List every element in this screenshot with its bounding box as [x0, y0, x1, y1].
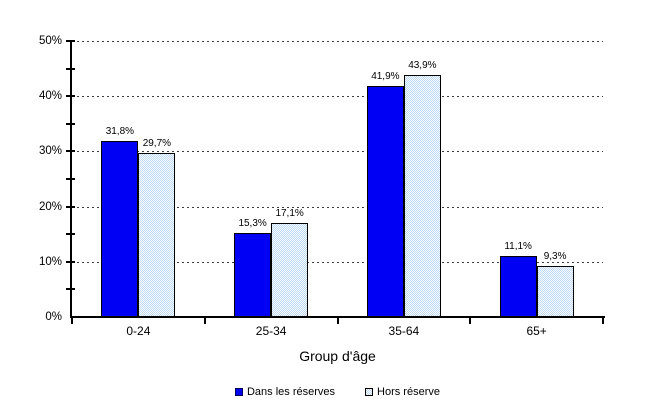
bar-dans-les-reserves [499, 255, 537, 317]
x-axis-tick-3 [469, 318, 472, 324]
y-axis-tick-45 [66, 67, 75, 70]
y-axis-tick-10 [66, 260, 75, 263]
y-axis-tick-label: 30% [38, 145, 62, 158]
bar-hors-reserve [138, 153, 176, 317]
y-axis-tick-15 [66, 233, 75, 236]
x-axis-labels: 0-24 25-34 35-64 65+ [72, 324, 603, 340]
bar-value-label: 43,9% [408, 59, 437, 71]
legend-label: Hors réserve [377, 386, 440, 398]
y-axis-tick-35 [66, 122, 75, 125]
bar-hors-reserve [271, 222, 309, 317]
y-axis-tick-label: 20% [38, 200, 62, 213]
y-axis-tick-label: 50% [38, 35, 62, 47]
x-axis-category-label: 65+ [526, 324, 547, 338]
x-axis-tick-2 [336, 318, 339, 324]
gridline-40 [72, 96, 603, 98]
y-axis-tick-label: 0% [45, 311, 62, 323]
x-axis-tick-1 [203, 318, 206, 324]
bar-value-label: 29,7% [142, 138, 172, 150]
legend-swatch-hors-reserve [365, 388, 374, 396]
gridline-10 [72, 261, 603, 263]
x-axis-line [70, 316, 605, 318]
legend-item: Hors réserve [365, 386, 440, 398]
bar-hors-reserve [403, 74, 441, 317]
bar-value-label: 9,3% [543, 250, 567, 262]
gridline-50 [72, 41, 603, 42]
y-axis-tick-5 [66, 288, 75, 291]
y-axis-labels: 0% 10% 20% 30% 40% 50% [0, 35, 62, 323]
bar-hors-reserve [536, 265, 574, 317]
bar-value-label: 15,3% [238, 217, 267, 229]
y-axis-tick-20 [66, 205, 75, 208]
legend: Dans les réserves Hors réserve [72, 384, 603, 400]
legend-item: Dans les réserves [234, 386, 336, 398]
plot-area: 31,8% 29,7% 15,3% 17,1% 41,9% 43,9% 11,1% 9,3% [66, 40, 604, 324]
legend-swatch-dans-les-reserves [234, 388, 243, 396]
y-axis-tick-label: 10% [38, 255, 62, 268]
y-axis-tick-30 [66, 150, 75, 153]
gridline-30 [72, 151, 603, 153]
bar-dans-les-reserves [101, 141, 139, 317]
bar-value-label: 31,8% [105, 126, 135, 138]
y-axis-tick-50 [66, 40, 75, 42]
bar-dans-les-reserves [234, 232, 272, 317]
bar-dans-les-reserves [366, 85, 404, 317]
y-axis-tick-40 [66, 95, 75, 98]
bar-value-label: 17,1% [275, 207, 304, 219]
x-axis-tick-4 [602, 318, 604, 324]
x-axis-category-label: 0-24 [126, 324, 151, 338]
x-axis-category-label: 35-64 [388, 324, 420, 338]
x-axis-category-label: 25-34 [255, 324, 287, 338]
legend-label: Dans les réserves [246, 386, 336, 398]
bar-value-label: 41,9% [371, 70, 400, 82]
y-axis-tick-25 [66, 178, 75, 180]
gridline-20 [72, 206, 603, 208]
bar-value-label: 11,1% [504, 240, 532, 252]
y-axis-tick-label: 40% [38, 90, 62, 103]
x-axis-title: Group d'âge [299, 348, 376, 364]
x-axis-tick-0 [71, 318, 73, 324]
